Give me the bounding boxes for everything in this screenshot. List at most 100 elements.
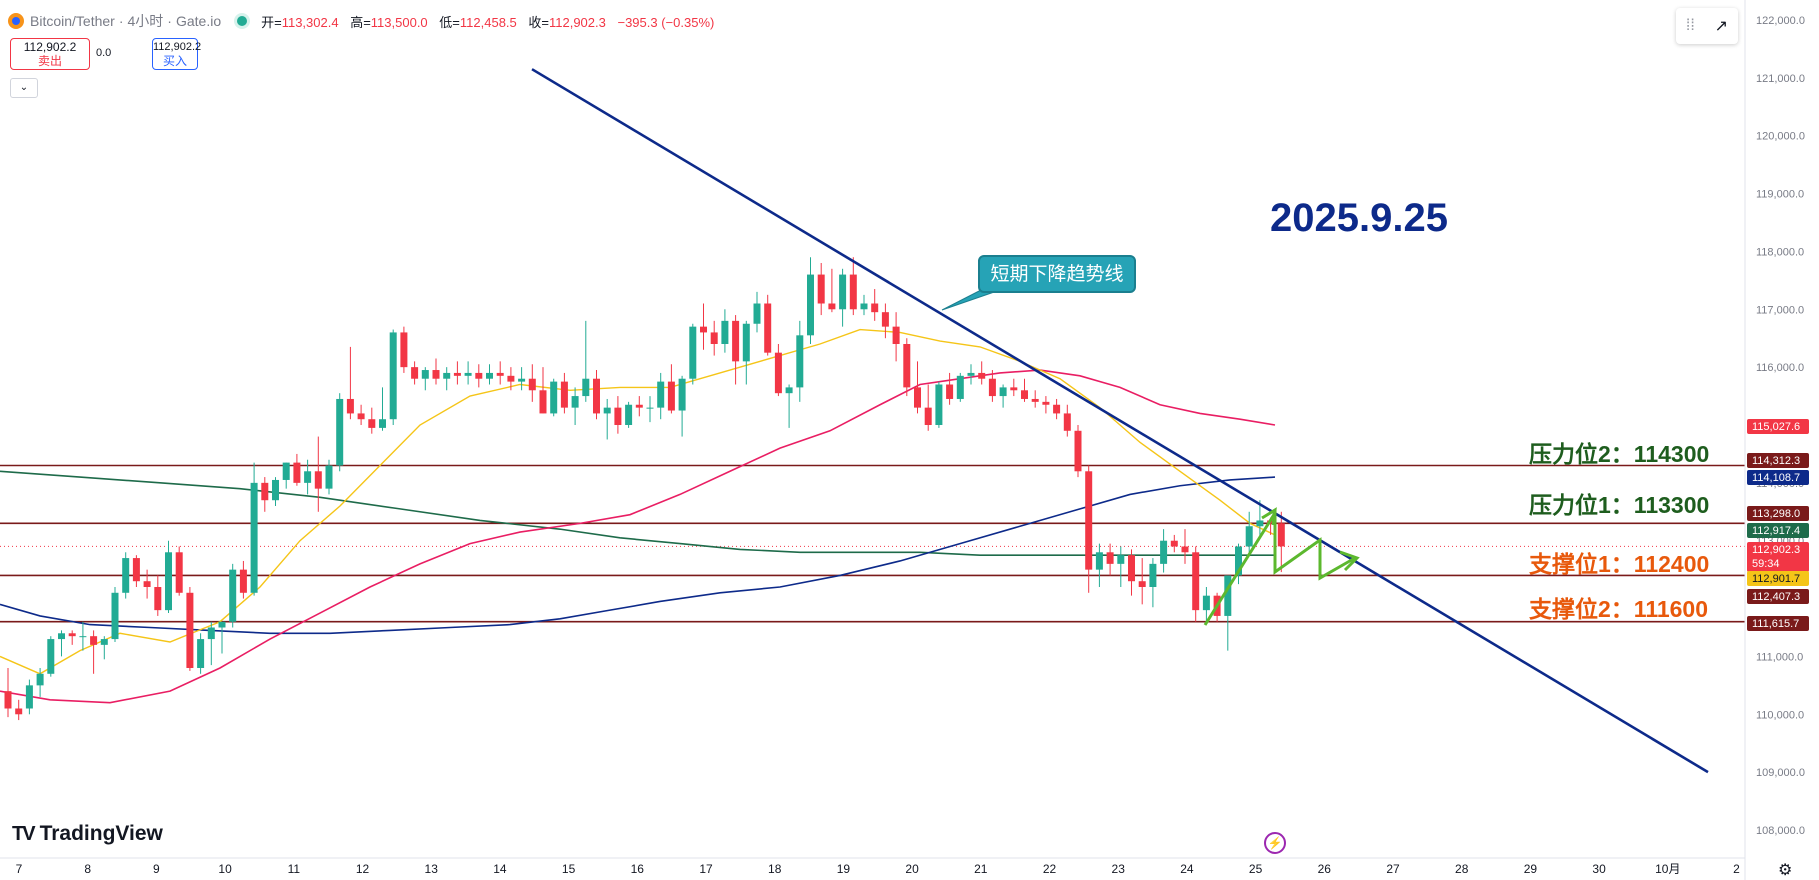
candle-body [357, 413, 365, 420]
candle-body [132, 558, 140, 582]
candle-body [336, 398, 344, 466]
candle-body [389, 332, 397, 420]
candle-body [314, 471, 322, 489]
candle-body [1074, 430, 1082, 472]
lightning-icon[interactable]: ⚡ [1264, 832, 1286, 854]
candle-body [36, 673, 44, 686]
candle-body [175, 552, 183, 593]
y-tick-label: 111,000.0 [1756, 651, 1803, 663]
resistance2-label: 压力位2：114300 [1529, 441, 1710, 467]
candle-body [443, 372, 451, 379]
x-tick-label: 29 [1524, 862, 1538, 876]
candle-body [839, 274, 847, 310]
candle-body [1042, 401, 1050, 405]
x-tick-label: 7 [16, 862, 23, 876]
y-tick-label: 119,000.0 [1756, 189, 1804, 201]
candle-body [229, 569, 237, 622]
x-tick-label: 17 [699, 862, 713, 876]
candle-body [143, 581, 151, 587]
sell-button[interactable]: 112,902.2 卖出 [10, 38, 90, 70]
resistance1-label: 压力位1：113300 [1529, 492, 1710, 518]
candle-body [528, 378, 536, 391]
collapse-chevron-icon[interactable]: ⌄ [10, 78, 38, 98]
x-tick-label: 26 [1318, 862, 1332, 876]
x-tick-label: 18 [768, 862, 782, 876]
candle-body [1106, 552, 1114, 564]
candle-body [560, 381, 568, 408]
candle-body [25, 685, 33, 709]
price-tag-label: 112,901.7 [1752, 573, 1800, 585]
candle-body [496, 372, 504, 376]
ohlc-values: 开=113,302.4 高=113,500.0 低=112,458.5 收=11… [261, 14, 715, 30]
buy-button[interactable]: 112,902.2 买入 [152, 38, 201, 70]
candle-body [667, 381, 675, 411]
x-tick-label: 28 [1455, 862, 1469, 876]
candle-body [1085, 471, 1093, 570]
price-tag-label: 111,615.7 [1752, 618, 1799, 630]
candle-body [325, 465, 333, 489]
candle-body [1117, 555, 1125, 564]
ma-green-line [0, 470, 1275, 556]
candle-body [657, 381, 665, 408]
drag-handle-icon[interactable]: ⁞⁞ [1685, 17, 1695, 34]
x-tick-label: 16 [631, 862, 645, 876]
candle-body [68, 633, 76, 637]
countdown-label: 59:34 [1752, 558, 1780, 570]
candle-body [250, 482, 258, 593]
y-tick-label: 116,000.0 [1756, 362, 1804, 374]
candle-body [293, 462, 301, 483]
candle-body [304, 471, 312, 483]
x-tick-label: 19 [837, 862, 851, 876]
candle-body [614, 407, 622, 425]
price-tag [1747, 419, 1809, 434]
settings-gear-icon[interactable]: ⚙ [1778, 862, 1793, 879]
x-tick-label: 13 [425, 862, 439, 876]
candle-body [239, 569, 247, 593]
candle-body [924, 407, 932, 425]
open-value: 113,302.4 [281, 14, 339, 30]
trend-arrow-icon[interactable]: ↗ [1714, 18, 1729, 35]
price-tag-label: 112,917.4 [1752, 525, 1800, 537]
candle-body [90, 636, 98, 645]
x-tick-label: 30 [1592, 862, 1606, 876]
exchange-label: Gate.io [175, 13, 222, 29]
candle-body [539, 390, 547, 414]
candle-body [635, 404, 643, 408]
candle-body [507, 375, 515, 382]
candle-body [272, 479, 279, 501]
price-tag [1747, 470, 1809, 485]
tradingview-logo[interactable]: TV TradingView [12, 822, 163, 845]
x-tick-label: 15 [562, 862, 576, 876]
x-tick-label: 10 [218, 862, 232, 876]
candle-body [732, 320, 740, 362]
candle-body [1170, 540, 1178, 547]
x-tick-label: 10月 [1655, 862, 1680, 876]
candle-body [582, 378, 590, 397]
candle-body [1224, 575, 1232, 616]
candle-body [764, 303, 772, 353]
candle-body [1256, 520, 1264, 527]
projection-zigzag [1203, 507, 1356, 626]
candle-body [1021, 390, 1028, 399]
price-tag-label: 112,902.3 [1752, 544, 1800, 556]
projection-arrowhead-2 [1339, 550, 1360, 572]
close-value: 112,902.3 [548, 14, 606, 30]
candle-body [721, 320, 729, 344]
x-tick-label: 22 [1043, 862, 1057, 876]
candle-body [79, 636, 87, 638]
x-tick-label: 24 [1180, 862, 1194, 876]
candle-body [817, 274, 825, 304]
x-tick-label: 20 [905, 862, 919, 876]
projection-arrowhead-1 [1261, 507, 1277, 526]
support1-label: 支撑位1：112400 [1529, 551, 1710, 577]
x-tick-label: 12 [356, 862, 370, 876]
symbol-header[interactable]: Bitcoin/Tether · 4小时 · Gate.io 开=113,302… [8, 10, 722, 32]
candle-body [58, 633, 65, 640]
toolbar-widget[interactable]: ⁞⁞ ↗ [1676, 8, 1738, 44]
candle-body [1149, 563, 1157, 587]
price-tag-label: 114,312.3 [1752, 455, 1800, 467]
candle-body [892, 326, 900, 344]
price-tag [1747, 542, 1809, 572]
ma-mid-line [0, 369, 1276, 704]
